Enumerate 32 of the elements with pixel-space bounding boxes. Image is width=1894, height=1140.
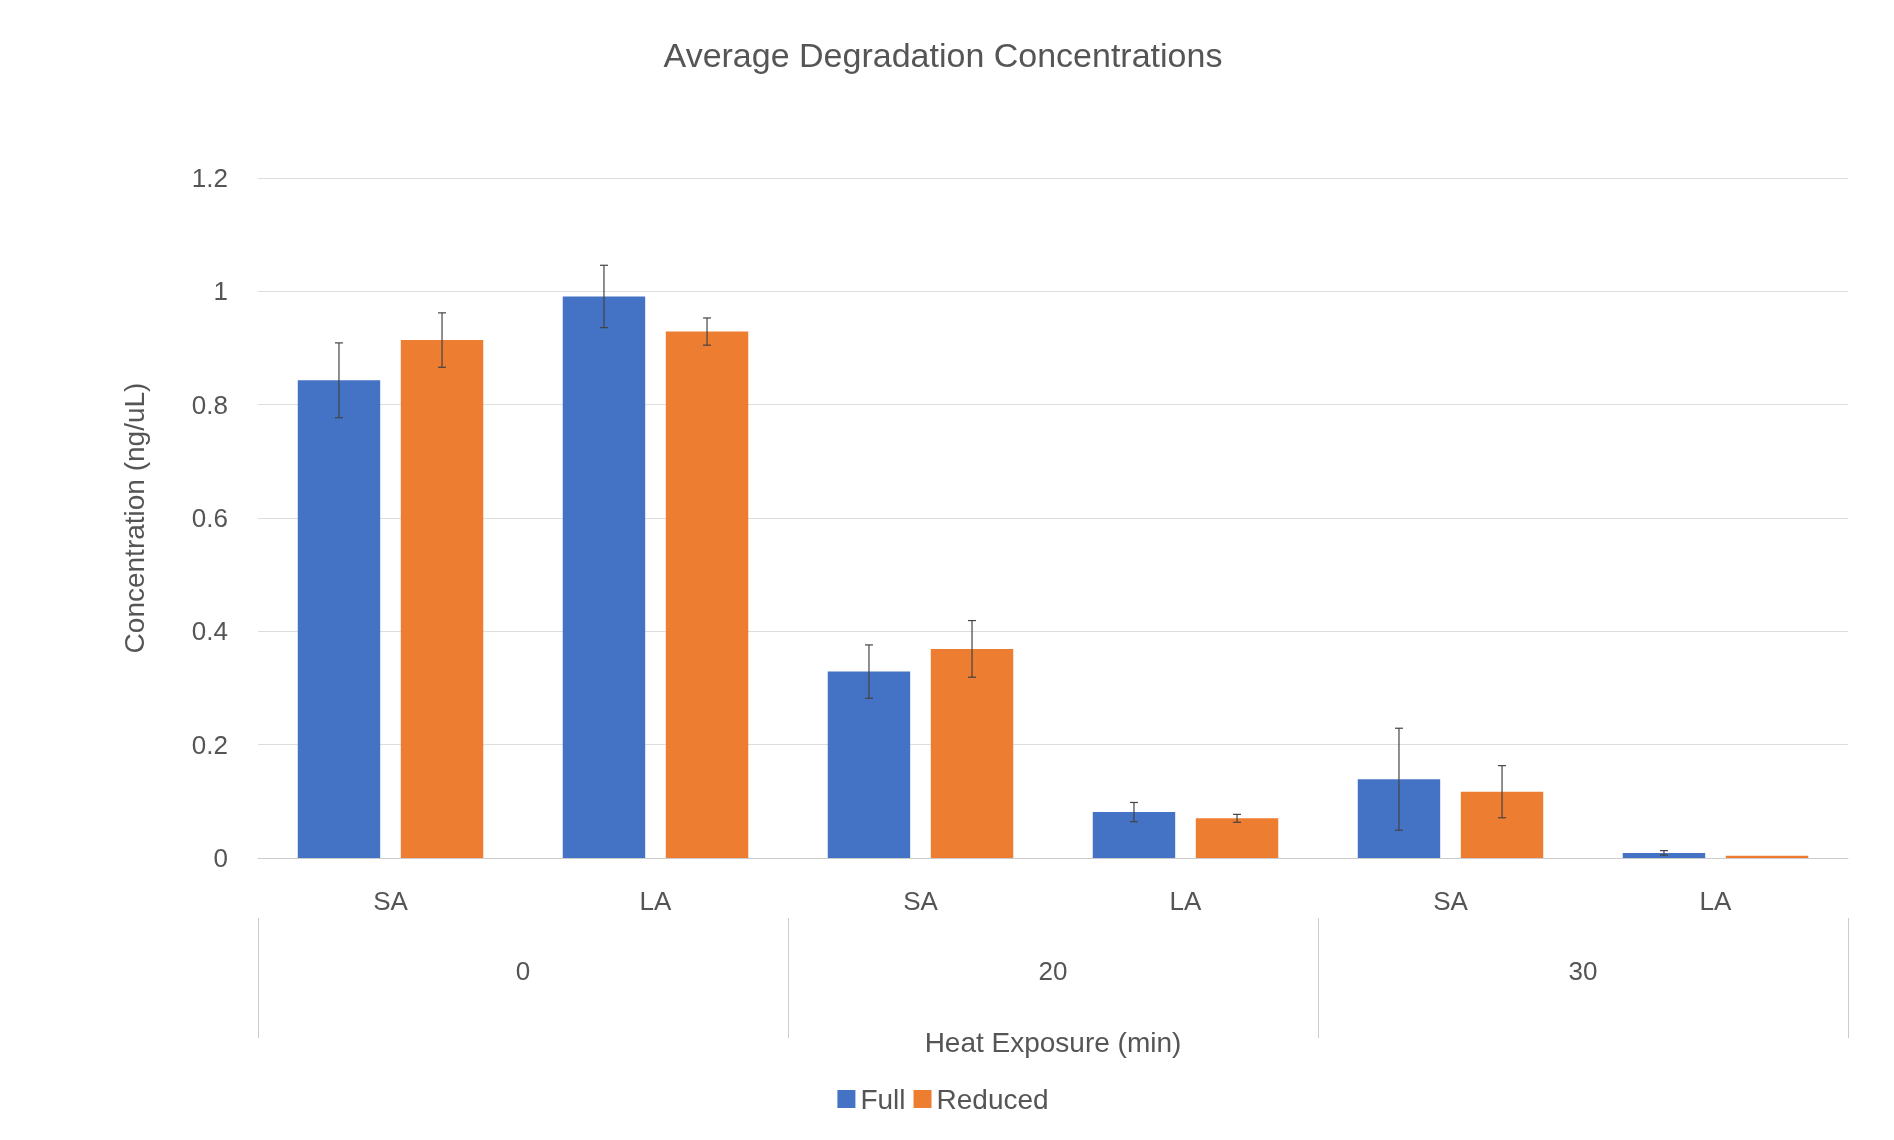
- bar: [1357, 779, 1441, 858]
- y-axis-title: Concentration (ng/uL): [118, 382, 150, 654]
- bar: [297, 380, 381, 858]
- legend-label: Full: [860, 1083, 906, 1115]
- bar: [1460, 791, 1544, 858]
- bar: [665, 331, 749, 858]
- bar: [1092, 812, 1176, 858]
- legend-label: Reduced: [936, 1083, 1049, 1115]
- x-tick-label: SA: [1433, 886, 1469, 916]
- bar: [930, 648, 1014, 858]
- text: 0: [515, 956, 531, 986]
- text: 30: [1568, 956, 1598, 986]
- y-tick-label: 1: [213, 276, 228, 307]
- chart-title: Average Degradation Concentrations: [663, 36, 1223, 74]
- bar: [827, 671, 911, 858]
- x-tick-label: LA: [1699, 886, 1733, 916]
- bar: [1622, 852, 1706, 858]
- y-tick-label: 0.6: [191, 503, 228, 533]
- y-tick-label: 1.2: [191, 163, 228, 193]
- y-tick-label: 0.2: [191, 729, 228, 760]
- bar: [400, 340, 484, 858]
- x-tick-label: SA: [903, 886, 939, 916]
- bar: [562, 296, 646, 858]
- y-tick-label: 0: [213, 843, 228, 873]
- x-axis-title: Heat Exposure (min): [924, 1026, 1182, 1058]
- text: 20: [1038, 956, 1068, 986]
- y-tick-label: 0.4: [191, 616, 228, 647]
- x-tick-label: LA: [639, 886, 673, 916]
- y-tick-label: 0.8: [191, 389, 228, 420]
- x-tick-label: SA: [373, 886, 409, 916]
- bar: [1195, 818, 1279, 858]
- x-tick-label: LA: [1169, 886, 1203, 916]
